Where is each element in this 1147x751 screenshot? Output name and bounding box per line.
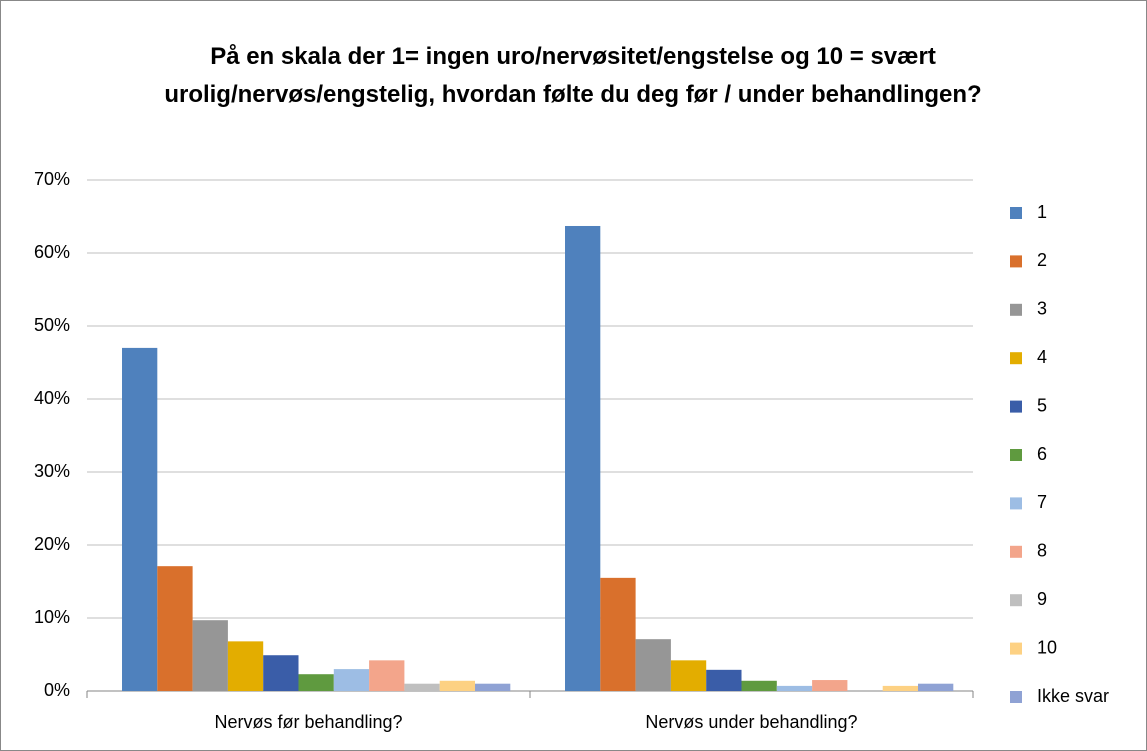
bar	[333, 669, 370, 691]
legend-swatch	[1010, 449, 1022, 461]
y-tick-label: 30%	[34, 461, 70, 481]
y-tick-label: 50%	[34, 315, 70, 335]
legend-label: 8	[1037, 541, 1047, 561]
x-tick-label: Nervøs under behandling?	[645, 712, 857, 732]
bar	[741, 680, 777, 691]
y-tick-label: 40%	[34, 388, 70, 408]
bar	[882, 685, 919, 691]
legend-label: 7	[1037, 492, 1047, 512]
bar	[157, 566, 193, 691]
bar	[706, 669, 742, 691]
legend-label: 10	[1037, 637, 1057, 657]
legend-label: 1	[1037, 202, 1047, 222]
bar	[600, 577, 636, 691]
y-tick-label: 10%	[34, 607, 70, 627]
legend-swatch	[1010, 255, 1022, 268]
chart-title: På en skala der 1= ingen uro/nervøsitet/…	[164, 43, 982, 108]
bar	[776, 685, 813, 691]
legend-label: Ikke svar	[1037, 686, 1109, 706]
legend-swatch	[1010, 400, 1022, 413]
legend-swatch	[1010, 303, 1022, 316]
legend-swatch	[1010, 642, 1022, 655]
bar	[122, 347, 158, 691]
y-tick-label: 20%	[34, 534, 70, 554]
x-tick-label: Nervøs før behandling?	[214, 712, 402, 732]
y-tick-label: 0%	[44, 680, 70, 700]
bar	[192, 620, 228, 691]
bar	[404, 683, 440, 691]
legend-label: 5	[1037, 395, 1047, 415]
legend-label: 6	[1037, 444, 1047, 464]
bar	[263, 655, 299, 691]
legend-label: 9	[1037, 589, 1047, 609]
legend-swatch	[1010, 545, 1022, 558]
bar	[475, 683, 511, 691]
bar	[812, 680, 848, 691]
bar	[227, 641, 264, 691]
bar	[369, 660, 405, 691]
bar	[918, 683, 954, 691]
bar	[565, 225, 601, 692]
bar	[439, 680, 476, 691]
bar	[670, 660, 707, 691]
bar	[635, 639, 671, 691]
legend-swatch	[1010, 207, 1022, 219]
y-tick-label: 70%	[34, 169, 70, 189]
legend-swatch	[1010, 497, 1022, 510]
legend-label: 4	[1037, 347, 1047, 367]
legend-swatch	[1010, 352, 1022, 365]
y-tick-label: 60%	[34, 242, 70, 262]
legend-label: 3	[1037, 299, 1047, 319]
legend-swatch	[1010, 594, 1022, 607]
bar	[298, 674, 334, 691]
legend-label: 2	[1037, 250, 1047, 270]
legend-swatch	[1010, 691, 1022, 703]
